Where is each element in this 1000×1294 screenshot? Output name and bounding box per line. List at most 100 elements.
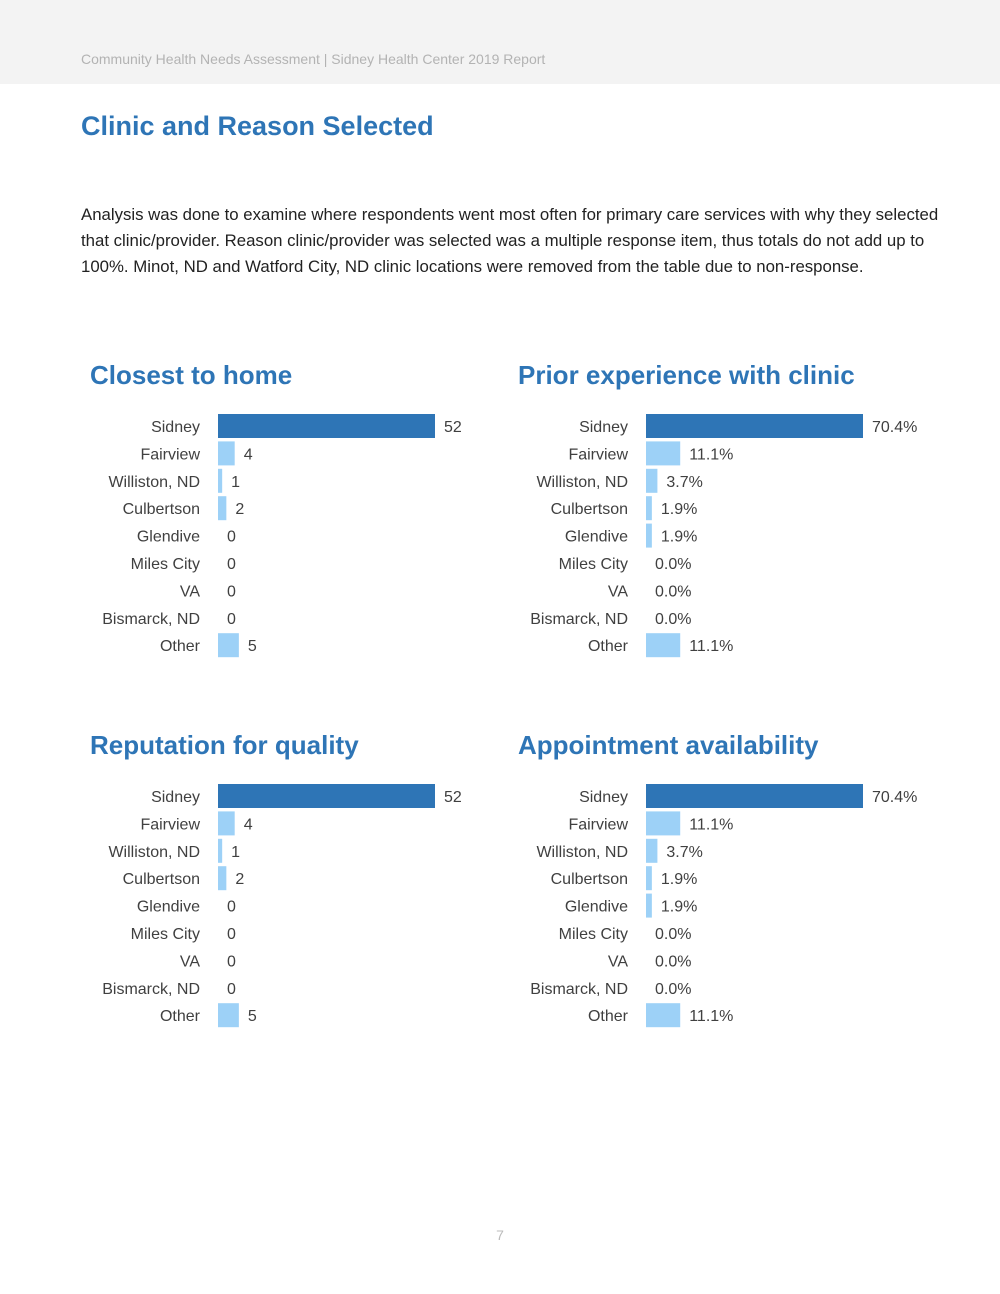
data-label: 3.7% xyxy=(666,474,702,491)
data-label: 1.9% xyxy=(661,501,697,518)
intro-paragraph: Analysis was done to examine where respo… xyxy=(81,205,939,276)
category-label: Bismarck, ND xyxy=(530,611,628,628)
data-label: 0.0% xyxy=(655,611,691,628)
category-label: Other xyxy=(160,638,201,655)
data-label: 11.1% xyxy=(689,1008,733,1025)
data-label: 52 xyxy=(444,419,462,436)
data-label: 0 xyxy=(227,556,236,573)
category-label: Glendive xyxy=(137,899,200,916)
category-label: Miles City xyxy=(131,556,200,573)
chart-reputation-for-quality: Reputation for quality Sidney 52 Fairview 4… xyxy=(90,730,530,1050)
category-label: Fairview xyxy=(140,816,200,833)
data-label: 4 xyxy=(244,446,253,463)
chart-closest-to-home: Closest to home Sidney 52 Fairview 4 Willist… xyxy=(90,360,530,680)
data-label: 11.1% xyxy=(689,816,733,833)
category-label: Sidney xyxy=(579,789,628,806)
bar xyxy=(218,633,239,658)
data-label: 0 xyxy=(227,899,236,916)
category-label: Sidney xyxy=(579,419,628,436)
bar xyxy=(218,811,235,836)
bar xyxy=(218,838,223,863)
bar-chart-svg: Sidney 70.4% Fairview 11.1% Williston, ND 3.7… xyxy=(530,414,917,658)
category-label: Williston, ND xyxy=(536,844,628,861)
data-label: 0 xyxy=(227,981,236,998)
data-label: 0 xyxy=(227,583,236,600)
category-label: Williston, ND xyxy=(108,844,200,861)
data-label: 1.9% xyxy=(661,529,697,546)
category-label: Glendive xyxy=(137,529,200,546)
chart-title: Reputation for quality xyxy=(90,730,359,760)
bar xyxy=(646,441,681,466)
data-label: 0.0% xyxy=(655,556,691,573)
data-label: 1.9% xyxy=(661,899,697,916)
page-title: Clinic and Reason Selected xyxy=(81,111,434,141)
chart-title: Prior experience with clinic xyxy=(518,360,855,390)
bar xyxy=(646,838,658,863)
chart-title: Closest to home xyxy=(90,360,293,390)
bar xyxy=(646,1003,681,1028)
data-label: 4 xyxy=(244,816,253,833)
category-label: Bismarck, ND xyxy=(102,611,200,628)
data-label: 0 xyxy=(227,611,236,628)
category-label: Culbertson xyxy=(123,501,200,518)
category-label: Williston, ND xyxy=(536,474,628,491)
category-label: Other xyxy=(588,1008,629,1025)
category-label: Miles City xyxy=(131,926,200,943)
bar xyxy=(646,523,652,548)
category-label: Fairview xyxy=(140,446,200,463)
page-header: Community Health Needs Assessment | Sidn… xyxy=(0,0,1000,84)
data-label: 70.4% xyxy=(872,789,917,806)
category-label: Sidney xyxy=(151,789,200,806)
category-label: Bismarck, ND xyxy=(102,981,200,998)
data-label: 1.9% xyxy=(661,871,697,888)
bar xyxy=(646,633,681,658)
category-label: VA xyxy=(608,953,628,970)
chart-appointment-availability: Appointment availability Sidney 70.4% Fair… xyxy=(518,730,958,1050)
bar xyxy=(646,414,863,438)
category-label: VA xyxy=(608,583,628,600)
category-label: Bismarck, ND xyxy=(530,981,628,998)
category-label: Fairview xyxy=(568,816,628,833)
bar xyxy=(218,468,223,493)
data-label: 0.0% xyxy=(655,981,691,998)
page-number: 7 xyxy=(496,1227,504,1243)
chart-prior-experience: Prior experience with clinic Sidney 70.4%… xyxy=(518,360,958,680)
category-label: Fairview xyxy=(568,446,628,463)
category-label: VA xyxy=(180,583,200,600)
data-label: 5 xyxy=(248,1008,257,1025)
bar xyxy=(218,441,235,466)
bar-chart-svg: Sidney 70.4% Fairview 11.1% Williston, ND 3.7… xyxy=(530,784,917,1028)
bar xyxy=(218,496,227,521)
category-label: Other xyxy=(588,638,629,655)
data-label: 2 xyxy=(235,871,244,888)
chart-title: Appointment availability xyxy=(518,730,819,760)
data-label: 0.0% xyxy=(655,953,691,970)
data-label: 0.0% xyxy=(655,583,691,600)
data-label: 5 xyxy=(248,638,257,655)
running-head: Community Health Needs Assessment | Sidn… xyxy=(81,51,546,67)
data-label: 3.7% xyxy=(666,844,702,861)
category-label: Williston, ND xyxy=(108,474,200,491)
bar xyxy=(646,784,863,808)
data-label: 11.1% xyxy=(689,638,733,655)
data-label: 2 xyxy=(235,501,244,518)
category-label: Miles City xyxy=(559,926,628,943)
data-label: 70.4% xyxy=(872,419,917,436)
category-label: Glendive xyxy=(565,899,628,916)
bar xyxy=(218,1003,239,1028)
bar xyxy=(218,414,435,438)
data-label: 52 xyxy=(444,789,462,806)
category-label: Culbertson xyxy=(551,871,628,888)
data-label: 0 xyxy=(227,529,236,546)
category-label: Culbertson xyxy=(123,871,200,888)
bar xyxy=(218,784,435,808)
bar xyxy=(646,496,652,521)
category-label: Culbertson xyxy=(551,501,628,518)
data-label: 1 xyxy=(231,844,240,861)
bar xyxy=(646,893,652,918)
bar xyxy=(646,468,658,493)
category-label: Glendive xyxy=(565,529,628,546)
data-label: 1 xyxy=(231,474,240,491)
